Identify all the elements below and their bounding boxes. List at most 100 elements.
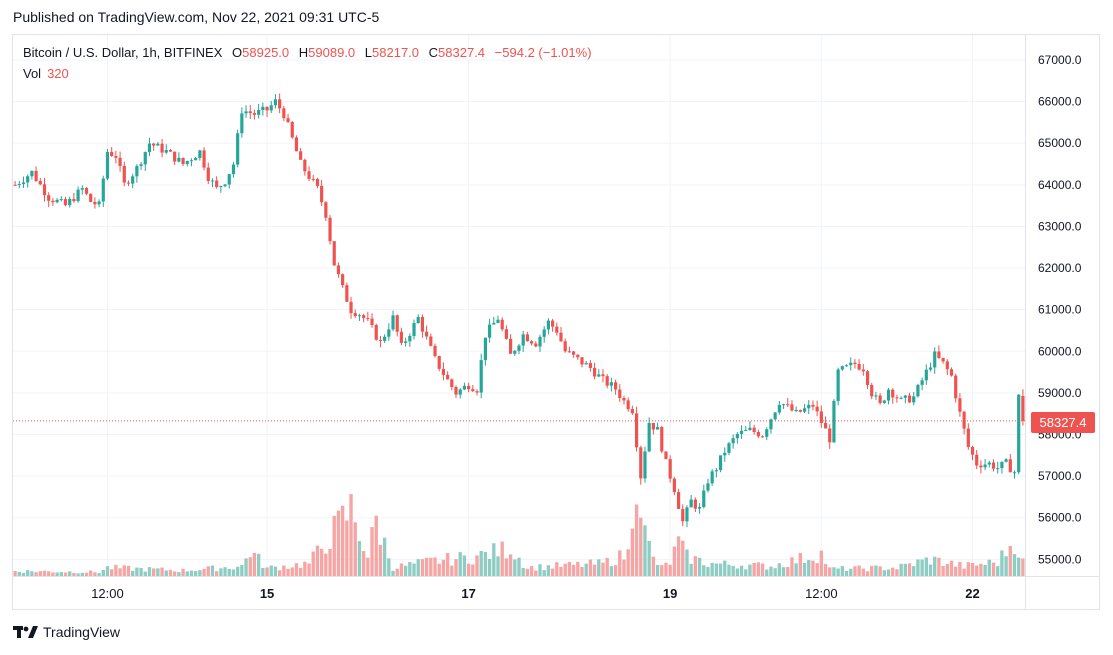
volume-bar	[924, 557, 928, 576]
volume-bar	[298, 567, 303, 576]
volume-bar	[886, 569, 891, 576]
volume-bar	[605, 557, 609, 576]
volume-bar	[1000, 550, 1004, 576]
candle-body	[1004, 459, 1008, 462]
volume-bar	[903, 563, 908, 576]
volume-label: Vol	[23, 66, 42, 81]
y-tick-label: 66000.0	[1038, 95, 1082, 109]
volume-bar	[588, 559, 593, 576]
candle-body	[807, 404, 811, 409]
volume-bar	[697, 557, 702, 576]
candle-body	[139, 164, 143, 166]
volume-bar	[391, 570, 395, 576]
candle-body	[345, 285, 349, 302]
candle-body	[530, 341, 534, 344]
volume-bar	[752, 562, 756, 576]
volume-bar	[76, 573, 80, 576]
volume-bar	[525, 568, 530, 576]
volume-bar	[529, 566, 534, 576]
volume-bar	[89, 570, 93, 576]
candle-body	[496, 319, 500, 323]
candle-body	[391, 315, 395, 330]
volume-bar	[878, 566, 882, 576]
volume-bar	[613, 565, 618, 576]
candle-body	[26, 176, 30, 183]
volume-bar	[294, 563, 299, 576]
volume-bar	[382, 537, 387, 576]
candle-body	[265, 106, 269, 111]
volume-bar	[458, 552, 462, 576]
change-value: −594.2 (−1.01%)	[494, 45, 592, 60]
volume-bar	[126, 565, 131, 576]
volume-bar	[324, 553, 328, 576]
candle-body	[769, 419, 773, 430]
volume-bar	[387, 558, 391, 576]
volume-bar	[198, 570, 202, 576]
candle-body	[744, 430, 748, 432]
volume-bar	[424, 557, 429, 576]
candle-body	[101, 178, 105, 202]
candle-body	[219, 186, 223, 188]
candle-body	[437, 356, 441, 369]
y-tick-label: 61000.0	[1038, 303, 1082, 317]
candle-body	[874, 395, 878, 397]
volume-bar	[256, 553, 261, 576]
candle-body	[13, 184, 17, 186]
volume-bar	[282, 565, 286, 576]
candle-body	[110, 151, 114, 157]
volume-bar	[937, 557, 941, 576]
volume-bar	[273, 566, 278, 576]
volume-bar	[290, 567, 294, 576]
volume-bar	[265, 567, 269, 576]
candle-body	[240, 113, 244, 134]
volume-bar	[647, 540, 651, 576]
volume-bar	[223, 567, 227, 576]
candle-body	[131, 176, 135, 184]
candle-body	[949, 369, 954, 376]
candle-body	[794, 409, 798, 411]
candle-body	[278, 99, 282, 109]
volume-bar	[55, 572, 59, 576]
volume-bar	[954, 566, 958, 576]
candle-body	[928, 367, 933, 370]
volume-bar	[345, 520, 349, 576]
volume-bar	[945, 564, 949, 576]
candle-body	[559, 332, 563, 342]
candle-body	[299, 151, 303, 160]
volume-bar	[483, 551, 488, 576]
volume-bar	[853, 566, 857, 576]
volume-bar	[17, 571, 21, 576]
volume-bar	[84, 572, 89, 576]
high-value: 59089.0	[308, 45, 356, 60]
volume-bar	[983, 564, 987, 576]
candle-body	[920, 380, 924, 385]
y-tick-label: 67000.0	[1038, 53, 1082, 67]
candle-body	[899, 397, 903, 399]
candle-body	[261, 106, 265, 111]
candle-body	[727, 443, 731, 453]
candle-body	[290, 122, 294, 138]
candle-body	[89, 193, 93, 202]
volume-bar	[47, 571, 51, 576]
volume-bar	[450, 565, 454, 576]
volume-bar	[336, 510, 341, 576]
volume-bar	[794, 563, 798, 576]
candle-body	[164, 150, 168, 153]
volume-bar	[777, 563, 782, 576]
candle-body	[702, 490, 706, 508]
volume-bar	[693, 556, 698, 576]
candle-body	[303, 159, 307, 172]
candle-body	[114, 156, 118, 158]
volume-bar	[555, 562, 559, 576]
volume-bar	[756, 562, 761, 576]
volume-bar	[504, 558, 509, 576]
candle-body	[609, 382, 613, 386]
candle-body	[504, 329, 508, 339]
brand-name: TradingView	[43, 624, 121, 640]
candle-body	[970, 446, 975, 455]
candle-body	[630, 409, 634, 414]
volume-bar	[928, 564, 933, 576]
close-label: C	[428, 45, 439, 60]
volume-bar	[576, 561, 580, 576]
